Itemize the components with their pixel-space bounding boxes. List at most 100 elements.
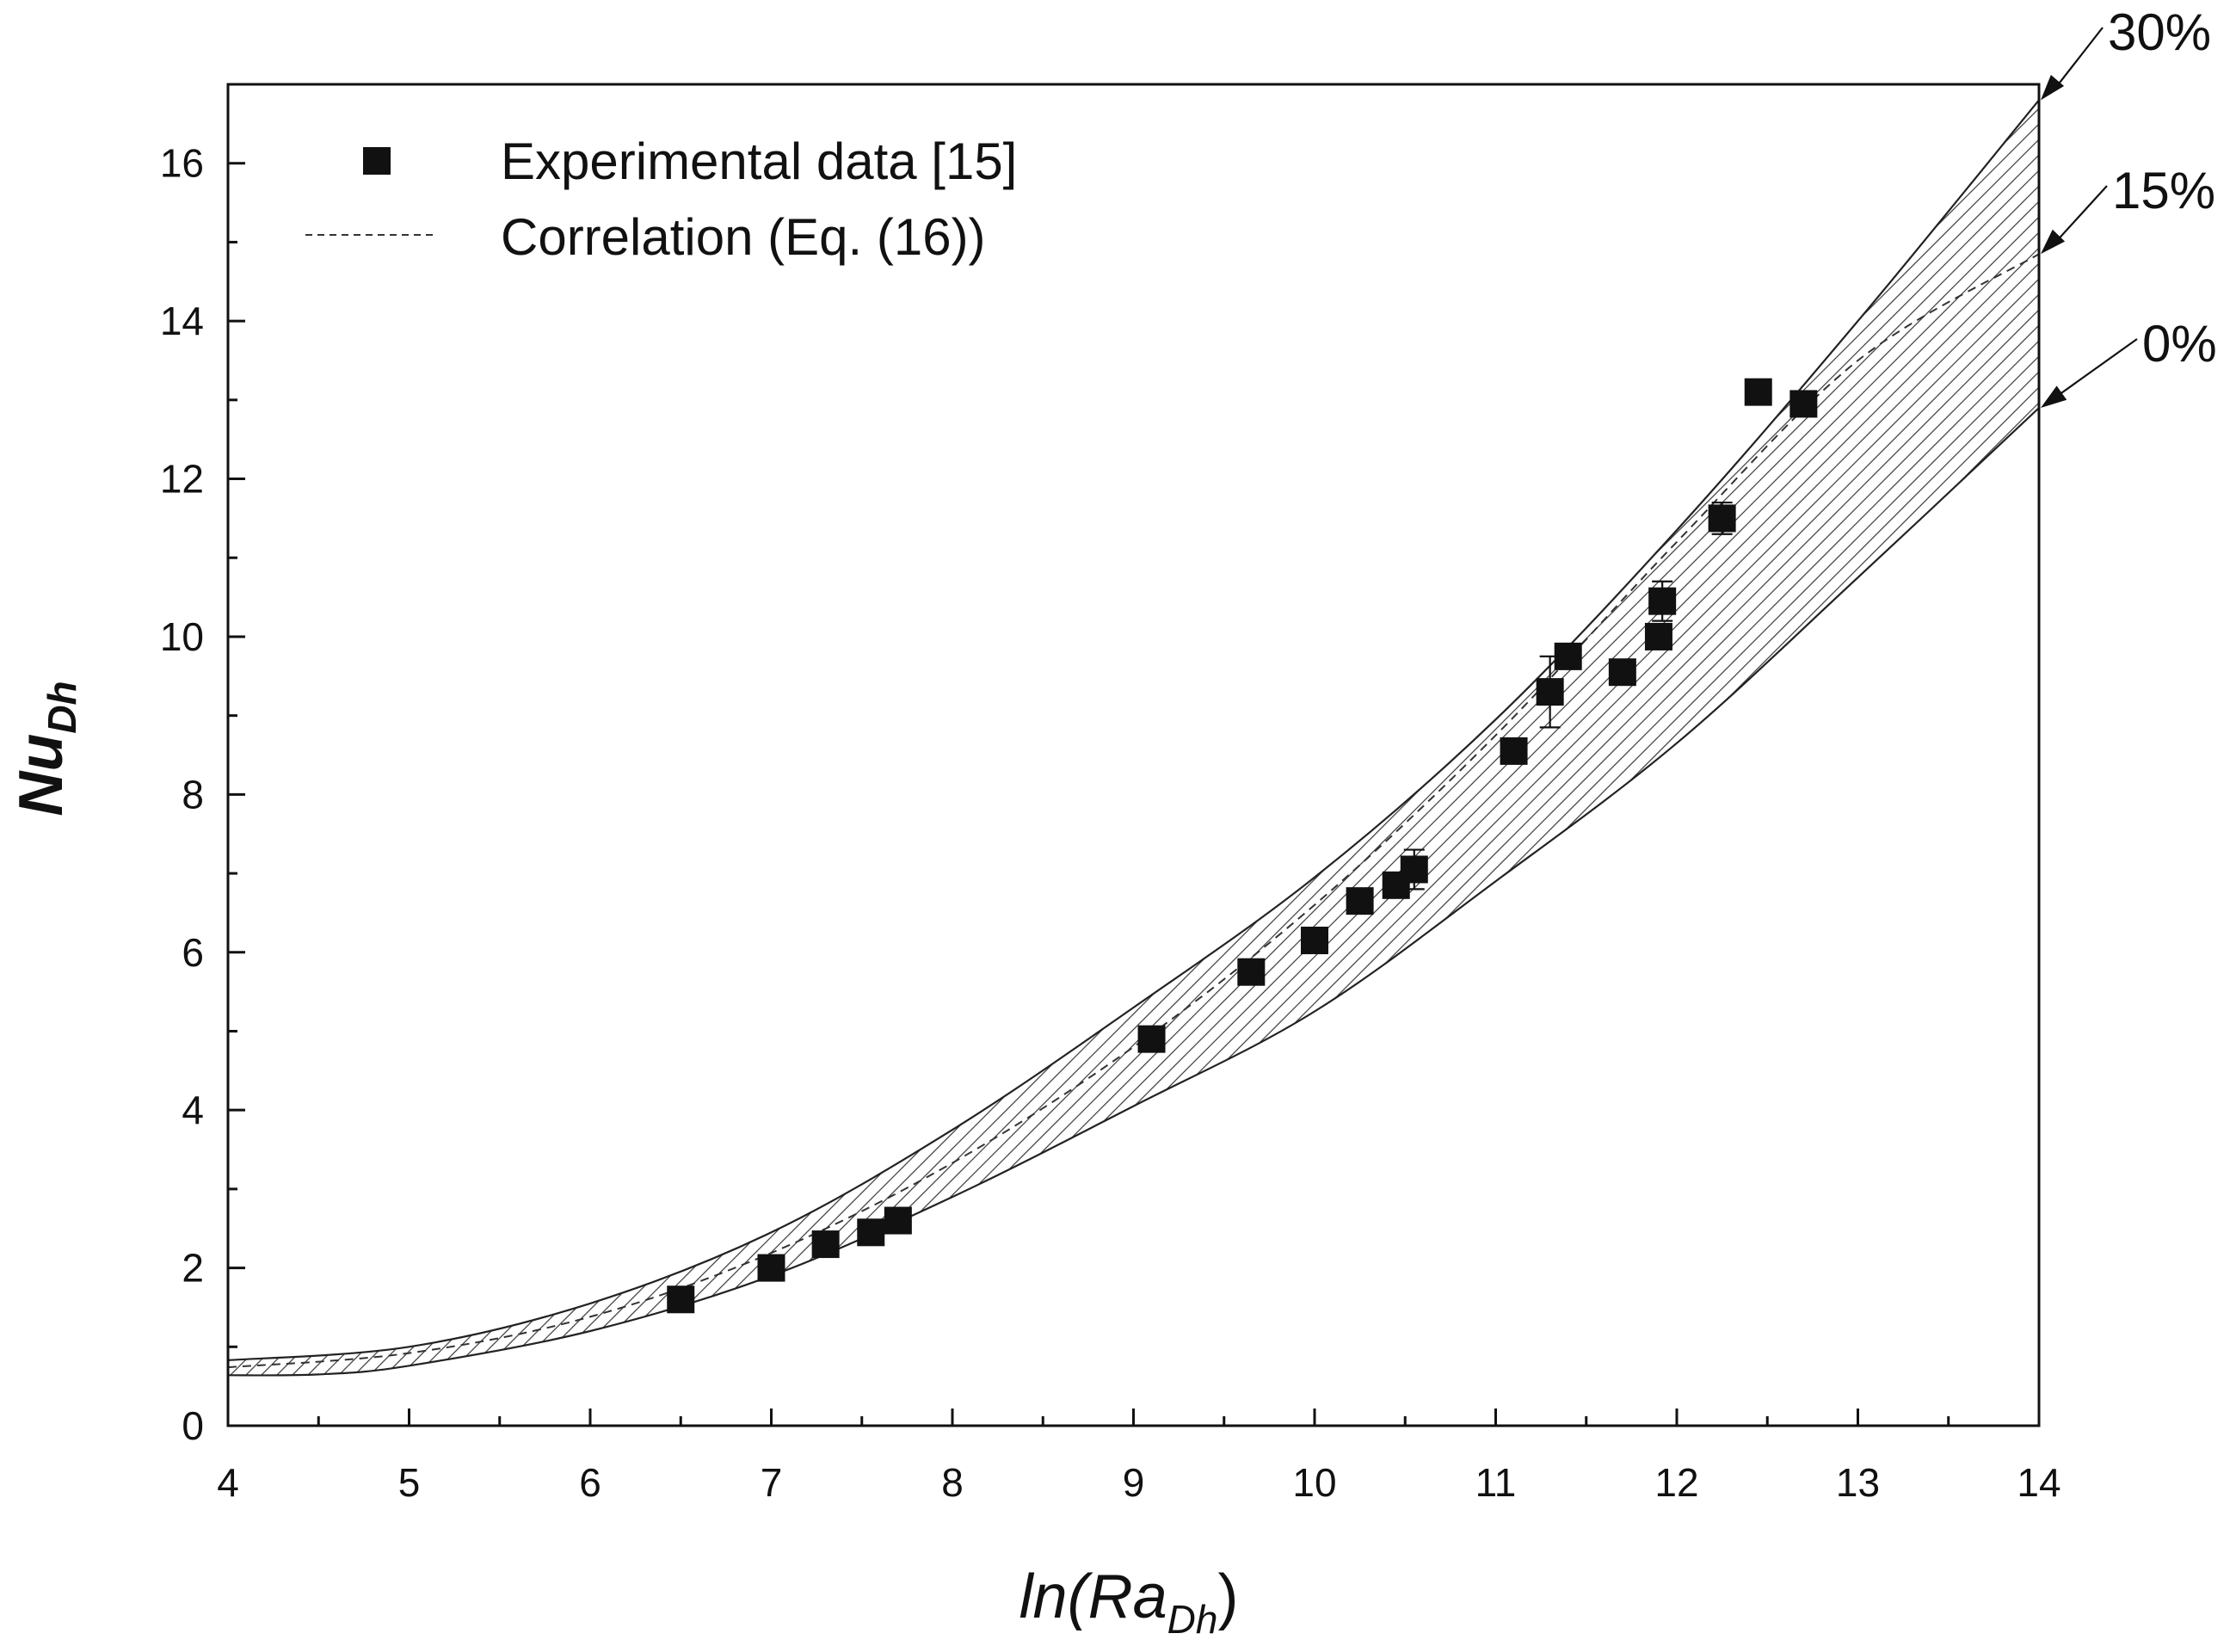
bound-arrow-head [2041, 229, 2066, 255]
hatch-line [1087, 100, 2039, 1376]
data-point [1500, 737, 1528, 765]
hatch-line [1845, 100, 2039, 1376]
hatch-line [777, 100, 2039, 1376]
hatch-line [2141, 0, 2236, 1463]
hatch-line [2171, 0, 2236, 1463]
data-point [857, 1218, 885, 1247]
y-tick-label: 0 [182, 1403, 204, 1448]
data-point [1608, 658, 1636, 687]
hatch-line [823, 100, 2039, 1376]
hatch-line [1272, 100, 2039, 1376]
hatch-line [1861, 100, 2039, 1376]
legend-marker-square [363, 147, 391, 175]
hatch-line [978, 100, 2039, 1376]
hatch-line [1876, 100, 2039, 1376]
hatch-line [1071, 100, 2039, 1376]
hatch-line [1118, 100, 2039, 1376]
data-point [1400, 855, 1428, 884]
x-axis-title-main: ln(Ra [1019, 1563, 1167, 1631]
hatch-line [1334, 100, 2039, 1376]
bound-curve-0pct [228, 407, 2039, 1377]
bound-arrow-head [2041, 75, 2065, 101]
bound-label: 30% [2108, 3, 2211, 61]
hatch-line [1458, 100, 2039, 1376]
legend-label-experimental: Experimental data [15] [501, 133, 1017, 190]
hatch-line [1691, 100, 2039, 1376]
hatch-line [1365, 100, 2039, 1376]
data-point [1554, 642, 1582, 670]
hatch-line [1396, 100, 2039, 1376]
x-tick-label: 9 [1123, 1460, 1145, 1505]
hatch-line [266, 100, 1730, 1376]
x-tick-label: 8 [941, 1460, 964, 1505]
x-axis-title-sub: Dh [1167, 1597, 1218, 1642]
x-tick-label: 7 [761, 1460, 783, 1505]
hatch-line [2156, 0, 2236, 1463]
data-point [757, 1254, 785, 1282]
hatch-line [1783, 100, 2039, 1376]
uncertainty-band-hatch [228, 0, 2236, 1463]
hatch-line [870, 100, 2039, 1376]
data-point [811, 1230, 840, 1259]
hatch-line [839, 100, 2039, 1376]
x-tick-label: 14 [2017, 1460, 2060, 1505]
hatch-line [2202, 0, 2236, 1463]
x-tick-label: 10 [1292, 1460, 1336, 1505]
y-axis-title-sub: Dh [40, 681, 84, 733]
correlation-curve [228, 253, 2039, 1369]
x-tick-label: 6 [579, 1460, 601, 1505]
y-tick-label: 16 [160, 141, 204, 186]
y-tick-label: 12 [160, 457, 204, 502]
hatch-line [1799, 100, 2039, 1376]
y-axis-title: NuDh [7, 681, 84, 816]
hatch-line [1644, 100, 2039, 1376]
y-tick-label: 2 [182, 1246, 204, 1291]
data-point [1708, 504, 1736, 533]
data-point [1536, 678, 1564, 706]
hatch-line [2031, 100, 2039, 1376]
hatch-line [1210, 100, 2039, 1376]
bound-arrow-line [2052, 185, 2108, 246]
hatch-line [1443, 100, 2039, 1376]
hatch-line [1520, 100, 2039, 1376]
y-axis-title-main: Nu [7, 734, 76, 817]
data-point [1744, 378, 1772, 406]
hatch-line [228, 100, 584, 1376]
hatch-line [1303, 100, 2039, 1376]
hatch-line [1985, 100, 2039, 1376]
x-tick-label: 11 [1475, 1460, 1517, 1505]
hatch-line [1938, 100, 2039, 1376]
data-point [667, 1285, 695, 1314]
data-point [1137, 1025, 1166, 1053]
hatch-line [228, 100, 569, 1376]
plot-frame [226, 83, 2041, 1427]
hatch-line [1381, 100, 2039, 1376]
hatch-line [2079, 0, 2236, 1463]
x-tick-label: 4 [217, 1460, 239, 1505]
hatch-line [963, 100, 2039, 1376]
y-tick-label: 14 [160, 299, 204, 343]
legend-label-correlation: Correlation (Eq. (16)) [501, 208, 986, 266]
hatch-line [885, 100, 2039, 1376]
hatch-line [1009, 100, 2039, 1376]
hatch-line [1613, 100, 2039, 1376]
legend: Experimental data [15] Correlation (Eq. … [305, 133, 1017, 266]
hatch-line [1505, 100, 2039, 1376]
hatch-line [2094, 0, 2236, 1463]
hatch-line [2218, 0, 2236, 1463]
hatch-line [1582, 100, 2039, 1376]
hatch-line [1195, 100, 2039, 1376]
data-point [1644, 622, 1672, 650]
data-point [1237, 958, 1266, 986]
y-tick-label: 10 [160, 614, 204, 659]
x-axis-title: ln(RaDh) [1019, 1563, 1239, 1642]
hatch-line [1567, 100, 2039, 1376]
x-tick-label: 12 [1654, 1460, 1698, 1505]
hatch-line [1923, 100, 2039, 1376]
bound-label: 0% [2142, 315, 2217, 373]
hatch-line [1319, 100, 2039, 1376]
hatch-line [1722, 100, 2039, 1376]
bound-arrow-head [2041, 385, 2067, 408]
hatch-line [1133, 100, 2039, 1376]
